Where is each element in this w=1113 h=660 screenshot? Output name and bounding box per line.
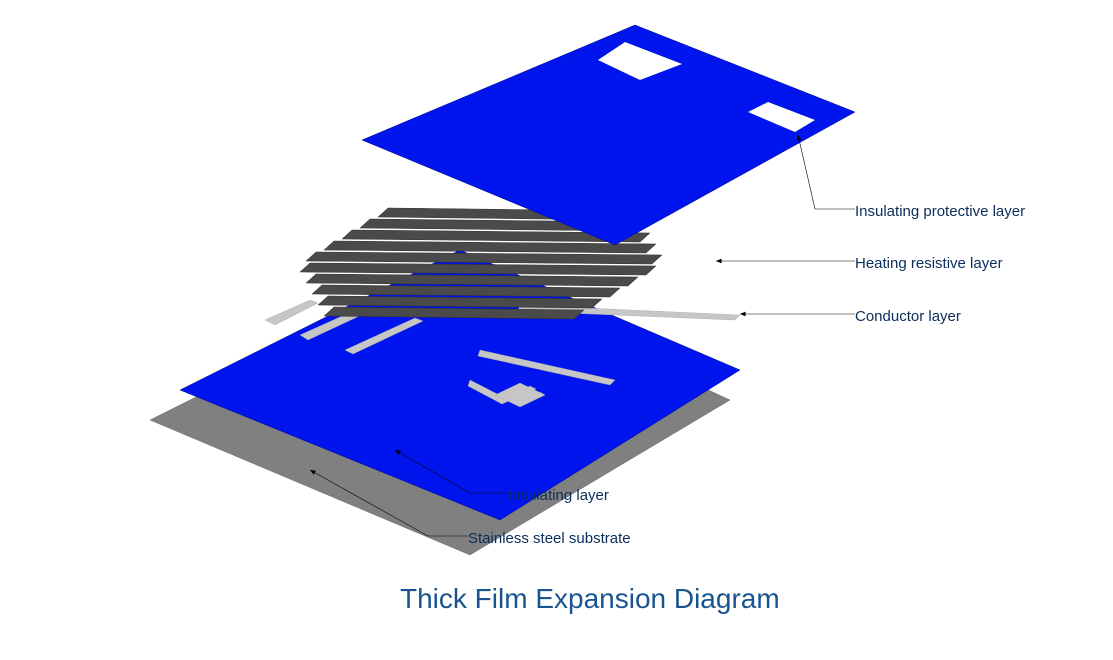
label-conductor-layer: Conductor layer (855, 308, 961, 325)
label-stainless-steel-substrate: Stainless steel substrate (468, 530, 631, 547)
diagram-canvas (0, 0, 1113, 660)
label-heating-resistive-layer: Heating resistive layer (855, 255, 1003, 272)
diagram-title: Thick Film Expansion Diagram (400, 583, 780, 615)
label-insulating-protective-layer: Insulating protective layer (855, 203, 1025, 220)
label-insulating-layer: Insulating layer (508, 487, 609, 504)
